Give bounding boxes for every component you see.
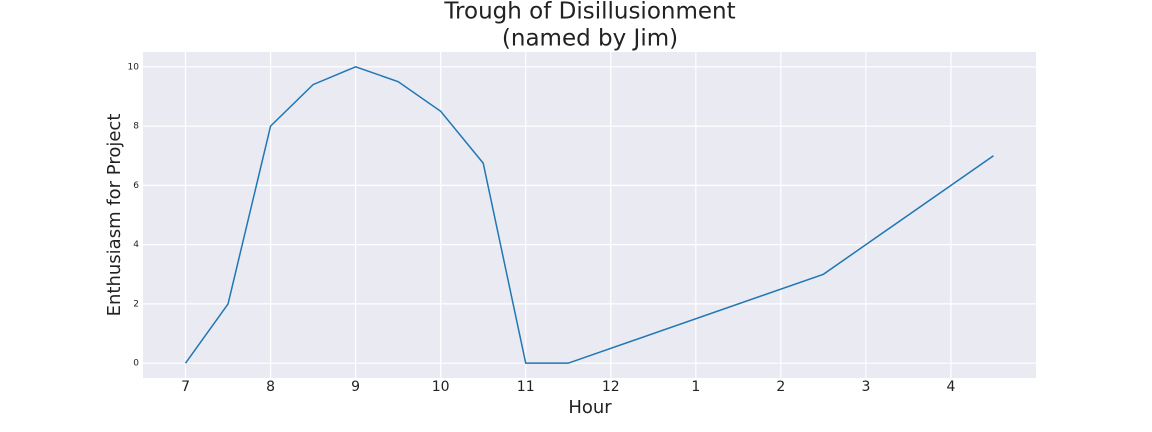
x-tick-label: 7 (181, 379, 190, 395)
line (184, 66, 994, 364)
x-tick-label: 3 (861, 379, 870, 395)
chart-title: Trough of Disillusionment (443, 0, 735, 25)
x-tick-label: 10 (432, 379, 450, 395)
x-tick-label: 9 (351, 379, 360, 395)
y-tick-label: 0 (133, 359, 139, 369)
x-tick-label: 2 (776, 379, 785, 395)
y-tick-label: 10 (128, 62, 140, 72)
x-tick-label: 11 (517, 379, 535, 395)
x-tick-label: 4 (946, 379, 955, 395)
x-tick-label: 1 (691, 379, 700, 395)
y-axis-label: Enthusiasm for Project (104, 114, 125, 317)
y-tick-label: 2 (133, 299, 139, 309)
y-tick-label: 8 (133, 122, 139, 132)
x-axis-label: Hour (568, 397, 612, 418)
plot-area (143, 52, 1036, 378)
y-tick-label: 6 (133, 181, 139, 191)
chart-subtitle: (named by Jim) (502, 26, 678, 52)
y-tick-label: 4 (133, 240, 139, 250)
x-tick-label: 8 (266, 379, 275, 395)
x-tick-label: 12 (602, 379, 620, 395)
